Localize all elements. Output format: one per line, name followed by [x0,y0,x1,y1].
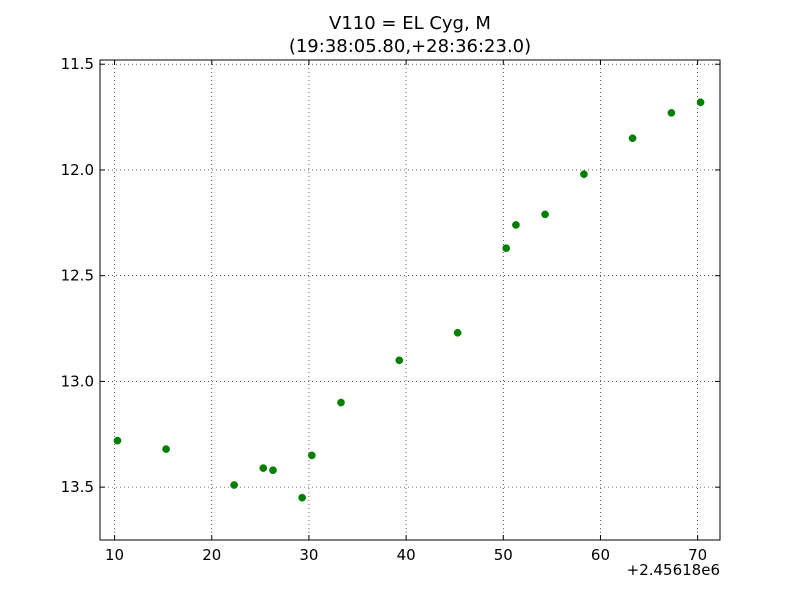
data-point [580,170,588,179]
x-tick-label: 10 [105,546,124,564]
chart-title: V110 = EL Cyg, M [329,13,491,34]
tick-labels-layer: 10 20 30 40 50 60 70 11.5 12.0 12.5 13.0 13.5 [61,55,708,564]
data-point [337,398,345,407]
x-offset-label: +2.45618e6 [627,561,720,579]
data-point [512,221,520,229]
y-tick-label: 13.0 [61,372,94,390]
plot-frame [99,59,721,541]
data-point [453,328,462,337]
chart-subtitle: (19:38:05.80,+28:36:23.0) [289,36,531,57]
x-tick-label: 20 [202,546,221,564]
x-tick-label: 60 [591,546,610,564]
data-point [541,210,549,219]
y-tick-label: 12.5 [61,267,94,285]
x-tick-label: 70 [688,546,707,564]
data-point [667,109,676,117]
data-point [230,481,238,489]
x-tick-label: 30 [299,546,318,564]
data-point [628,134,637,143]
data-point [307,451,316,460]
data-point [113,436,122,445]
ticks-layer [100,60,720,540]
data-point [162,445,170,453]
data-point [696,98,705,107]
y-tick-label: 13.5 [61,478,94,496]
points-layer [113,98,705,502]
data-point [269,466,277,475]
grid-layer [100,60,720,540]
data-point [259,464,268,472]
data-point [395,356,404,365]
y-tick-label: 11.5 [61,55,94,73]
y-tick-label: 12.0 [61,161,94,179]
data-point [298,493,306,502]
x-tick-label: 40 [397,546,416,564]
data-point [502,244,511,253]
x-tick-label: 50 [494,546,513,564]
